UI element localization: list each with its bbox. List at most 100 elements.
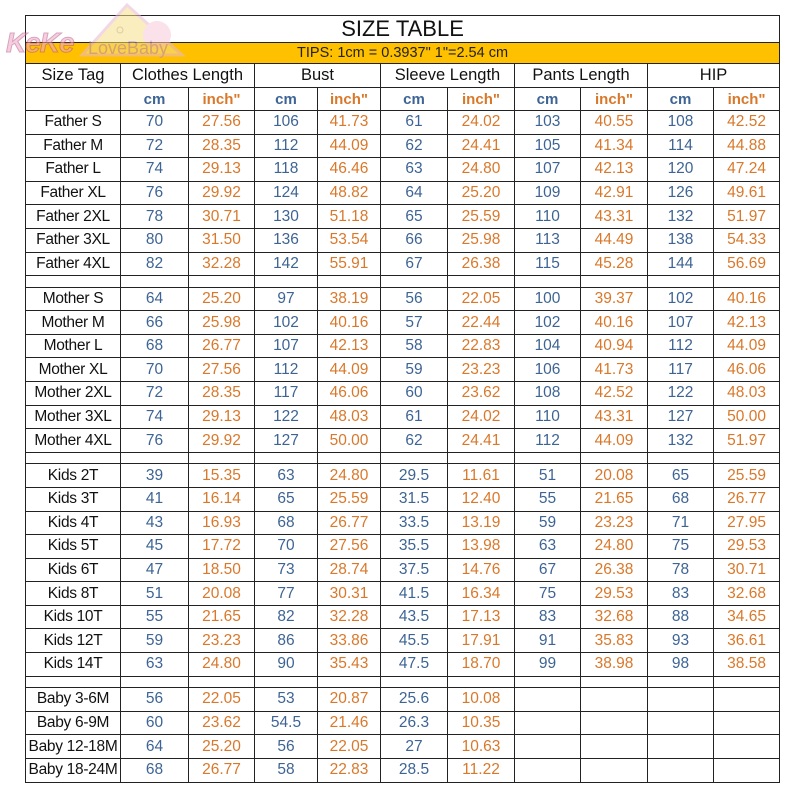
size-tag-cell: Father 3XL <box>25 227 121 253</box>
inch-value-cell: 29.53 <box>712 534 781 559</box>
inch-value-cell: 17.91 <box>447 628 515 654</box>
cm-value-cell: 104 <box>514 333 581 359</box>
table-row: Mother 2XL 72 28.35 117 46.06 60 23.62 108 42.52… <box>25 381 781 406</box>
cm-value-cell: 144 <box>647 251 714 277</box>
size-tag-cell: Father L <box>25 157 121 182</box>
inch-value-cell: 23.62 <box>447 381 515 406</box>
inch-value-cell: 44.09 <box>317 133 381 159</box>
inch-value-cell: 14.76 <box>447 557 515 583</box>
cm-value-cell: 117 <box>647 357 714 383</box>
inch-value-cell: 22.44 <box>447 310 515 335</box>
inch-value-cell: 22.83 <box>317 757 381 783</box>
inch-value-cell: 38.98 <box>580 652 648 677</box>
table-row: Father M 72 28.35 112 44.09 62 24.41 105 41.34 11… <box>25 133 781 159</box>
unit-cm: cm <box>254 87 318 111</box>
inch-value-cell: 26.77 <box>188 757 255 783</box>
inch-value-cell: 44.09 <box>712 333 781 359</box>
empty-cell <box>188 275 255 288</box>
empty-cell <box>380 451 448 465</box>
inch-value-cell: 21.65 <box>188 604 255 630</box>
cm-value-cell: 68 <box>120 333 189 359</box>
inch-value-cell: 11.61 <box>447 463 515 488</box>
empty-cell <box>25 675 121 689</box>
cm-value-cell: 142 <box>254 251 318 277</box>
cm-value-cell: 136 <box>254 227 318 253</box>
inch-value-cell: 22.05 <box>188 687 255 712</box>
cm-value-cell: 72 <box>120 381 189 406</box>
inch-value-cell: 51.18 <box>317 204 381 229</box>
inch-value-cell <box>580 757 648 783</box>
units-row: cm inch" cm inch" cm inch" cm inch" cm inch" <box>25 87 781 111</box>
size-tag-cell: Kids 8T <box>25 581 121 606</box>
cm-value-cell <box>514 687 581 712</box>
inch-value-cell: 45.28 <box>580 251 648 277</box>
cm-value-cell: 27 <box>380 734 448 759</box>
cm-value-cell: 29.5 <box>380 463 448 488</box>
inch-value-cell: 44.09 <box>317 357 381 383</box>
unit-cm: cm <box>380 87 448 111</box>
unit-inch: inch" <box>317 87 381 111</box>
inch-value-cell: 24.41 <box>447 133 515 159</box>
cm-value-cell: 86 <box>254 628 318 654</box>
cm-value-cell: 74 <box>120 157 189 182</box>
inch-value-cell: 22.83 <box>447 333 515 359</box>
empty-cell <box>380 275 448 288</box>
cm-value-cell: 70 <box>120 110 189 135</box>
cm-value-cell: 91 <box>514 628 581 654</box>
table-row: Kids 12T 59 23.23 86 33.86 45.5 17.91 91 35.83 93… <box>25 628 781 654</box>
cm-value-cell: 102 <box>254 310 318 335</box>
cm-value-cell: 120 <box>647 157 714 182</box>
table-row: Father 3XL 80 31.50 136 53.54 66 25.98 113 44.49… <box>25 227 781 253</box>
cm-value-cell: 110 <box>514 404 581 430</box>
inch-value-cell: 29.92 <box>188 180 255 206</box>
table-title: SIZE TABLE <box>24 15 781 43</box>
empty-cell <box>120 275 189 288</box>
cm-value-cell: 57 <box>380 310 448 335</box>
cm-value-cell <box>647 734 714 759</box>
cm-value-cell: 70 <box>254 534 318 559</box>
table-row: Kids 6T 47 18.50 73 28.74 37.5 14.76 67 26.38 78 3… <box>25 557 781 583</box>
cm-value-cell: 60 <box>380 381 448 406</box>
inch-value-cell: 18.50 <box>188 557 255 583</box>
inch-value-cell: 15.35 <box>188 463 255 488</box>
inch-value-cell: 20.87 <box>317 687 381 712</box>
empty-cell <box>580 451 648 465</box>
empty-cell <box>447 451 515 465</box>
cm-value-cell: 47.5 <box>380 652 448 677</box>
size-tag-cell: Father S <box>25 110 121 135</box>
table-row: Father 2XL 78 30.71 130 51.18 65 25.59 110 43.31… <box>25 204 781 229</box>
inch-value-cell: 25.98 <box>188 310 255 335</box>
inch-value-cell: 32.28 <box>188 251 255 277</box>
inch-value-cell: 42.13 <box>317 333 381 359</box>
table-row: Mother 3XL 74 29.13 122 48.03 61 24.02 110 43.31… <box>25 404 781 430</box>
cm-value-cell <box>514 757 581 783</box>
inch-value-cell: 11.22 <box>447 757 515 783</box>
cm-value-cell: 82 <box>120 251 189 277</box>
cm-value-cell: 26.3 <box>380 710 448 736</box>
size-tag-cell: Kids 6T <box>25 557 121 583</box>
cm-value-cell: 115 <box>514 251 581 277</box>
size-tag-cell: Father 2XL <box>25 204 121 229</box>
inch-value-cell: 27.56 <box>188 357 255 383</box>
unit-cm: cm <box>647 87 714 111</box>
inch-value-cell: 51.97 <box>712 428 781 453</box>
size-tag-cell: Baby 12-18M <box>25 734 121 759</box>
inch-value-cell: 42.52 <box>712 110 781 135</box>
cm-value-cell: 59 <box>120 628 189 654</box>
unit-cm: cm <box>514 87 581 111</box>
inch-value-cell: 43.31 <box>580 204 648 229</box>
inch-value-cell: 56.69 <box>712 251 781 277</box>
cm-value-cell: 74 <box>120 404 189 430</box>
inch-value-cell: 17.13 <box>447 604 515 630</box>
header-bust: Bust <box>254 63 381 88</box>
cm-value-cell <box>647 710 714 736</box>
empty-cell <box>188 451 255 465</box>
cm-value-cell: 65 <box>380 204 448 229</box>
cm-value-cell: 58 <box>254 757 318 783</box>
cm-value-cell: 63 <box>514 534 581 559</box>
header-sleeve-length: Sleeve Length <box>380 63 515 88</box>
inch-value-cell: 25.59 <box>447 204 515 229</box>
table-row: Kids 10T 55 21.65 82 32.28 43.5 17.13 83 32.68 88… <box>25 604 781 630</box>
inch-value-cell: 26.77 <box>712 486 781 512</box>
unit-inch: inch" <box>447 87 515 111</box>
